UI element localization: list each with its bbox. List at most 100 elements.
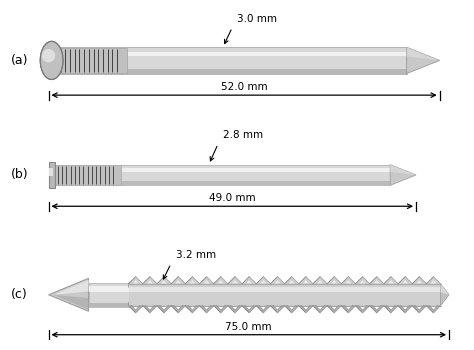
Ellipse shape xyxy=(42,49,55,62)
Polygon shape xyxy=(256,277,270,287)
Polygon shape xyxy=(398,277,412,284)
Polygon shape xyxy=(171,302,185,313)
Polygon shape xyxy=(270,302,284,313)
Polygon shape xyxy=(284,302,299,313)
Polygon shape xyxy=(185,277,200,287)
Polygon shape xyxy=(284,277,299,287)
FancyBboxPatch shape xyxy=(57,48,128,73)
Polygon shape xyxy=(256,302,270,313)
Polygon shape xyxy=(214,302,228,313)
Polygon shape xyxy=(53,295,89,310)
FancyBboxPatch shape xyxy=(57,47,407,74)
Polygon shape xyxy=(157,277,171,284)
FancyBboxPatch shape xyxy=(55,181,390,186)
Polygon shape xyxy=(157,277,171,287)
Polygon shape xyxy=(384,302,398,313)
Text: 75.0 mm: 75.0 mm xyxy=(226,322,272,332)
Text: 3.0 mm: 3.0 mm xyxy=(237,14,277,24)
Polygon shape xyxy=(270,277,284,284)
FancyBboxPatch shape xyxy=(48,162,55,188)
Polygon shape xyxy=(228,277,242,287)
Polygon shape xyxy=(356,277,370,284)
Polygon shape xyxy=(427,302,440,313)
Polygon shape xyxy=(384,277,398,284)
Polygon shape xyxy=(370,277,384,284)
Text: (c): (c) xyxy=(11,288,27,301)
Polygon shape xyxy=(214,277,228,287)
Polygon shape xyxy=(398,302,412,313)
Polygon shape xyxy=(341,302,356,313)
FancyBboxPatch shape xyxy=(49,168,53,176)
Polygon shape xyxy=(242,277,256,284)
Polygon shape xyxy=(200,277,214,284)
Polygon shape xyxy=(242,302,256,313)
FancyBboxPatch shape xyxy=(57,69,407,74)
Polygon shape xyxy=(384,277,398,287)
FancyBboxPatch shape xyxy=(89,303,128,307)
Polygon shape xyxy=(143,277,157,284)
Polygon shape xyxy=(228,277,242,284)
Polygon shape xyxy=(228,302,242,313)
Polygon shape xyxy=(390,164,416,175)
Polygon shape xyxy=(341,277,356,284)
FancyBboxPatch shape xyxy=(89,286,128,292)
Polygon shape xyxy=(128,277,143,284)
FancyBboxPatch shape xyxy=(128,287,440,292)
Polygon shape xyxy=(327,302,341,313)
Polygon shape xyxy=(341,277,356,287)
Polygon shape xyxy=(370,302,384,313)
Polygon shape xyxy=(157,302,171,313)
Text: 49.0 mm: 49.0 mm xyxy=(209,194,255,203)
Polygon shape xyxy=(128,277,143,287)
Polygon shape xyxy=(48,278,89,311)
Polygon shape xyxy=(407,47,439,61)
Polygon shape xyxy=(412,277,427,287)
Text: 2.8 mm: 2.8 mm xyxy=(223,130,263,140)
Polygon shape xyxy=(200,277,214,287)
Text: (b): (b) xyxy=(11,168,28,182)
Ellipse shape xyxy=(40,41,63,79)
Polygon shape xyxy=(284,277,299,284)
FancyBboxPatch shape xyxy=(55,164,390,186)
Polygon shape xyxy=(427,277,440,284)
Polygon shape xyxy=(427,277,440,287)
FancyBboxPatch shape xyxy=(128,285,440,305)
Polygon shape xyxy=(143,277,157,287)
Polygon shape xyxy=(270,277,284,287)
Polygon shape xyxy=(407,47,439,74)
Text: (a): (a) xyxy=(11,54,28,67)
Polygon shape xyxy=(398,277,412,287)
Polygon shape xyxy=(412,277,427,284)
Polygon shape xyxy=(200,302,214,313)
FancyBboxPatch shape xyxy=(55,168,390,172)
FancyBboxPatch shape xyxy=(128,283,440,307)
FancyBboxPatch shape xyxy=(57,52,407,56)
Polygon shape xyxy=(185,302,200,313)
Polygon shape xyxy=(390,164,416,186)
Polygon shape xyxy=(299,277,313,284)
Polygon shape xyxy=(128,302,143,313)
Polygon shape xyxy=(185,277,200,284)
Polygon shape xyxy=(440,284,449,306)
Polygon shape xyxy=(171,277,185,287)
FancyBboxPatch shape xyxy=(89,283,128,307)
Polygon shape xyxy=(370,277,384,287)
Polygon shape xyxy=(299,302,313,313)
FancyBboxPatch shape xyxy=(55,166,120,184)
Polygon shape xyxy=(327,277,341,287)
Polygon shape xyxy=(171,277,185,284)
Polygon shape xyxy=(53,280,89,295)
Polygon shape xyxy=(440,284,449,295)
Polygon shape xyxy=(242,277,256,287)
Polygon shape xyxy=(356,277,370,287)
Polygon shape xyxy=(313,302,327,313)
Polygon shape xyxy=(313,277,327,284)
Text: 3.2 mm: 3.2 mm xyxy=(176,250,216,260)
Polygon shape xyxy=(313,277,327,287)
Polygon shape xyxy=(256,277,270,284)
Text: 52.0 mm: 52.0 mm xyxy=(221,82,267,92)
Polygon shape xyxy=(299,277,313,287)
Polygon shape xyxy=(327,277,341,284)
Polygon shape xyxy=(143,302,157,313)
Polygon shape xyxy=(214,277,228,284)
